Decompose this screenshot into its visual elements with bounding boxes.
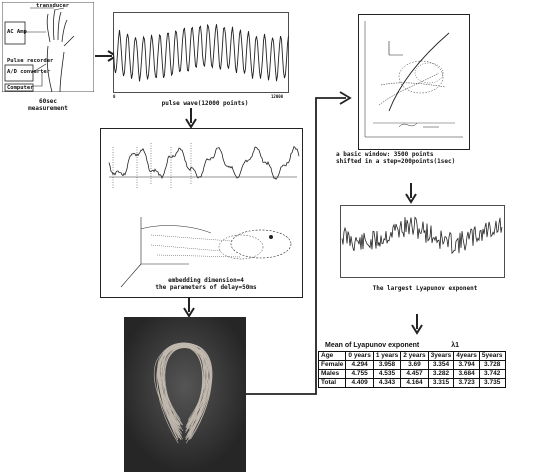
table-cell: 3.69 (400, 360, 429, 370)
table-header-cell: 3years (427, 351, 455, 361)
table-header-cell: 2 years (400, 351, 429, 361)
table-cell: 3.684 (453, 369, 480, 379)
embedding-diagram (108, 143, 300, 288)
table-cell: 3.735 (478, 378, 506, 388)
measurement-caption: 60sec measurement (28, 98, 68, 112)
table-row: Total 4.409 4.343 4.164 3.315 3.723 3.735 (317, 378, 506, 388)
table-cell: 3.315 (427, 378, 455, 388)
amp-label: AC Amp (7, 29, 27, 35)
table-cell: 4.535 (372, 369, 402, 379)
table-cell: 4.164 (400, 378, 429, 388)
connector-arrow (246, 91, 352, 395)
down-arrow-icon (183, 297, 195, 318)
window-diagram (364, 21, 463, 138)
table-cell: Males (317, 369, 347, 379)
table-header-cell: 5years (478, 351, 506, 361)
table-cell: 3.794 (453, 360, 480, 370)
table-header-cell: Age (317, 351, 347, 361)
table-row: Female 4.294 3.958 3.69 3.354 3.794 3.728 (317, 360, 506, 370)
computer-label: Computer (7, 85, 34, 91)
table-cell: 4.755 (345, 369, 374, 379)
lyapunov-series-plot (330, 205, 506, 285)
setup-diagram (1, 1, 95, 93)
lyapunov-table: Age 0 years 1 years 2 years 3years 4years 5yea… (317, 351, 506, 388)
down-arrow-icon (405, 183, 417, 204)
attractor-image (124, 317, 246, 472)
lyapunov-series-chart (340, 205, 505, 278)
converter-label: A/D converter (7, 69, 51, 75)
table-header-cell: 1 years (372, 351, 402, 361)
window-plot (358, 14, 470, 150)
attractor-loop (158, 343, 208, 439)
table-cell: 4.294 (345, 360, 374, 370)
down-arrow-icon (185, 108, 197, 129)
table-header-cell: 0 years (345, 351, 374, 361)
table-cell: 3.723 (453, 378, 480, 388)
embedding-panel: embedding dimension=4 the parameters of … (100, 128, 303, 298)
pulse-wave-caption: pulse wave(12000 points) (161, 100, 249, 107)
pulse-wave-chart (113, 12, 289, 93)
table-title-text: Mean of Lyapunov exponent (325, 342, 420, 349)
table-cell: Total (317, 378, 347, 388)
pulse-x-end: 12000 (271, 94, 284, 99)
lambda-label: λ1 (451, 342, 459, 349)
measurement-setup: transducer AC Amp Pulse recorder A/D con… (1, 1, 95, 93)
table-header-cell: 4years (453, 351, 480, 361)
pulse-x-start: 0 (113, 94, 116, 99)
table-cell: 3.958 (372, 360, 402, 370)
attractor-loop (159, 342, 206, 426)
table-cell: 3.282 (427, 369, 455, 379)
table-cell: Female (317, 360, 347, 370)
embedding-caption: embedding dimension=4 the parameters of … (155, 277, 257, 291)
attractor-render (124, 317, 246, 472)
pulse-wave-plot: 0 12000 (113, 12, 289, 99)
window-caption: a basic window: 3500 points shifted in a… (336, 151, 456, 165)
table-cell: 3.728 (478, 360, 506, 370)
table-row: Males 4.755 4.535 4.457 3.282 3.684 3.742 (317, 369, 506, 379)
table-cell: 4.457 (400, 369, 429, 379)
lyapunov-table-wrap: Age 0 years 1 years 2 years 3years 4years 5yea… (317, 351, 506, 388)
down-arrow-icon (411, 314, 423, 335)
pulse-recorder-label: Pulse recorder (7, 58, 54, 64)
table-cell: 3.742 (478, 369, 506, 379)
table-cell: 4.409 (345, 378, 374, 388)
lyapunov-caption: The largest Lyapunov exponent (372, 285, 478, 292)
transducer-label: transducer (36, 3, 70, 9)
table-cell: 4.343 (372, 378, 402, 388)
table-header-row: Age 0 years 1 years 2 years 3years 4years 5yea… (317, 351, 506, 361)
table-title: Mean of Lyapunov exponent λ1 (325, 342, 459, 349)
table-cell: 3.354 (427, 360, 455, 370)
